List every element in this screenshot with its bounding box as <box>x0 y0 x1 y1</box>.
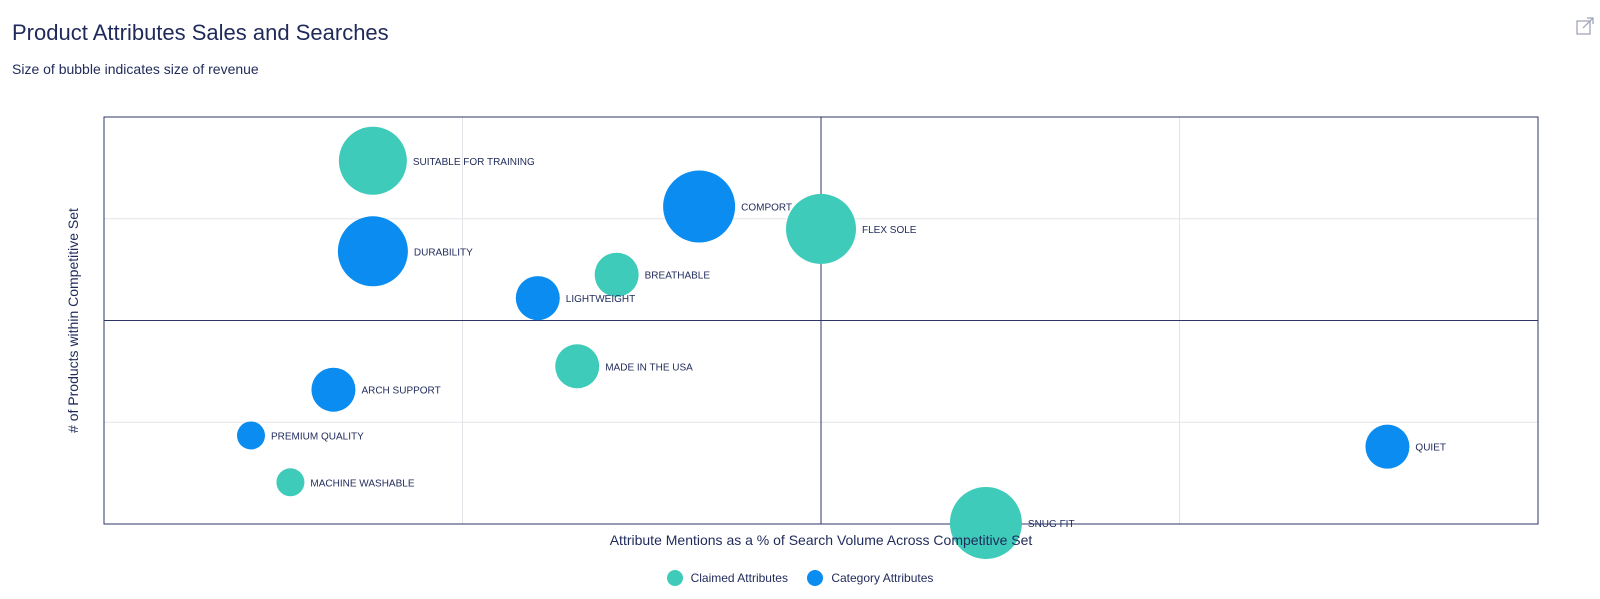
bubble-comport[interactable] <box>663 170 736 243</box>
bubble-made-in-the-usa[interactable] <box>555 344 600 389</box>
chart-title: Product Attributes Sales and Searches <box>12 20 389 45</box>
bubble-snug-fit[interactable] <box>949 486 1022 559</box>
bubble-label-comport: COMPORT <box>741 203 792 214</box>
bubble-breathable[interactable] <box>594 252 639 297</box>
bubble-label-quiet: QUIET <box>1415 443 1446 454</box>
bubble-label-snug-fit: SNUG FIT <box>1028 519 1075 530</box>
chart-subtitle: Size of bubble indicates size of revenue <box>12 61 259 77</box>
bubble-flex-sole[interactable] <box>786 193 856 264</box>
chart-legend: Claimed Attributes Category Attributes <box>0 570 1600 589</box>
legend-label-category: Category Attributes <box>831 571 934 585</box>
bubble-label-machine-washable: MACHINE WASHABLE <box>310 478 414 489</box>
bubble-quiet[interactable] <box>1365 424 1410 469</box>
grid-layer <box>103 116 1539 525</box>
bubble-label-made-in-the-usa: MADE IN THE USA <box>605 362 693 373</box>
bubble-durability[interactable] <box>337 216 408 287</box>
bubble-suitable-for-training[interactable] <box>338 126 407 195</box>
bubble-label-flex-sole: FLEX SOLE <box>862 225 917 236</box>
legend-label-claimed: Claimed Attributes <box>690 571 788 585</box>
bubble-label-lightweight: LIGHTWEIGHT <box>566 294 635 305</box>
bubble-label-durability: DURABILITY <box>414 247 473 258</box>
y-axis-title: # of Products within Competitive Set <box>65 208 81 433</box>
bubble-label-arch-support: ARCH SUPPORT <box>361 386 440 397</box>
external-link-icon[interactable] <box>1575 16 1595 36</box>
legend-item-category[interactable]: Category Attributes <box>807 570 933 586</box>
x-axis-title: Attribute Mentions as a % of Search Volu… <box>610 532 1033 548</box>
bubble-label-suitable-for-training: SUITABLE FOR TRAINING <box>413 157 535 168</box>
bubble-layer <box>236 126 1410 559</box>
plot-frame <box>103 116 1539 525</box>
bubble-label-premium-quality: PREMIUM QUALITY <box>271 431 364 442</box>
legend-swatch-claimed <box>666 570 683 586</box>
bubble-label-breathable: BREATHABLE <box>645 271 711 282</box>
bubble-premium-quality[interactable] <box>236 421 265 450</box>
bubble-machine-washable[interactable] <box>276 468 305 497</box>
legend-swatch-category <box>807 570 824 586</box>
bubble-lightweight[interactable] <box>515 276 560 321</box>
legend-item-claimed[interactable]: Claimed Attributes <box>666 570 788 586</box>
label-layer: SUITABLE FOR TRAINING FLEX SOLE BREATHABLE… <box>271 157 1446 530</box>
bubble-arch-support[interactable] <box>311 367 356 412</box>
